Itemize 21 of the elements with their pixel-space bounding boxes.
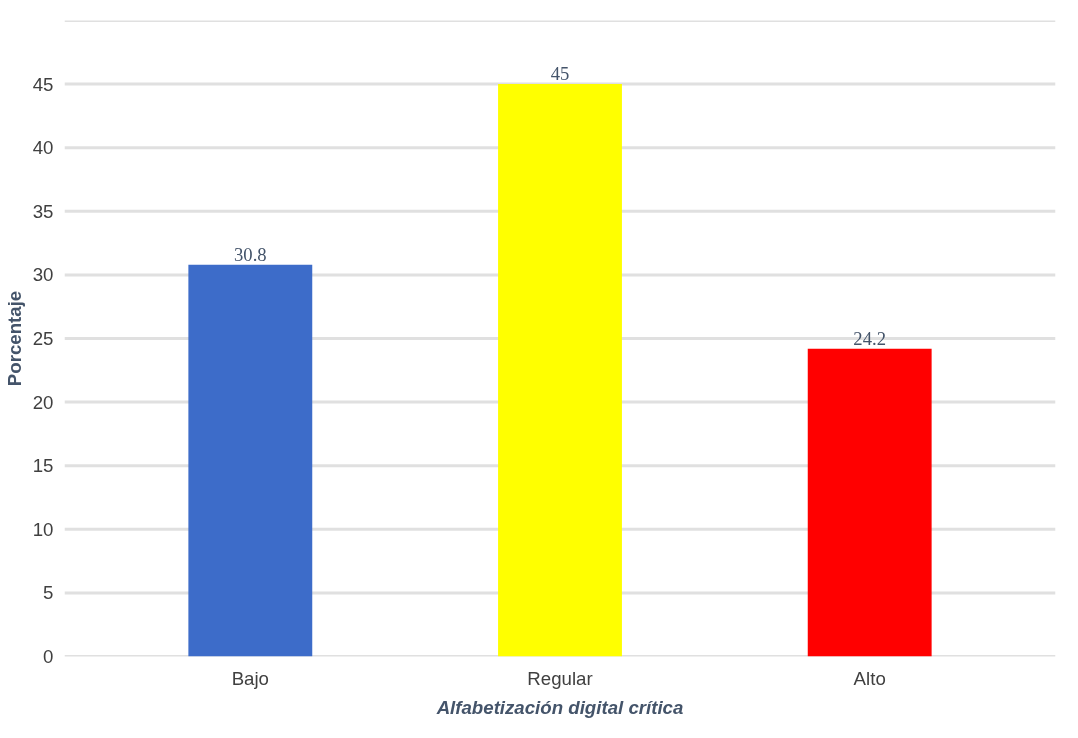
x-tick-label: Alto	[853, 667, 886, 689]
bar	[188, 264, 313, 657]
y-tick-label: 40	[32, 137, 54, 159]
y-tick-label: 45	[32, 73, 54, 95]
y-axis-title: Porcentaje	[3, 290, 25, 387]
y-tick-label: 5	[43, 582, 54, 604]
x-axis-title: Alfabetización digital crítica	[435, 696, 684, 718]
y-tick-label: 30	[32, 264, 54, 286]
data-label: 24.2	[853, 327, 887, 349]
x-tick-label: Bajo	[231, 667, 269, 689]
y-tick-label: 35	[32, 200, 54, 222]
y-tick-label: 10	[32, 518, 54, 540]
y-tick-label: 0	[43, 646, 54, 667]
bar	[498, 84, 622, 657]
y-tick-label: 20	[32, 391, 54, 413]
x-tick-label: Regular	[527, 667, 593, 689]
data-label: 45	[550, 63, 570, 85]
bar	[807, 348, 932, 657]
y-tick-label: 25	[32, 328, 54, 349]
data-label: 30.8	[233, 243, 267, 265]
y-tick-label: 15	[32, 455, 54, 477]
